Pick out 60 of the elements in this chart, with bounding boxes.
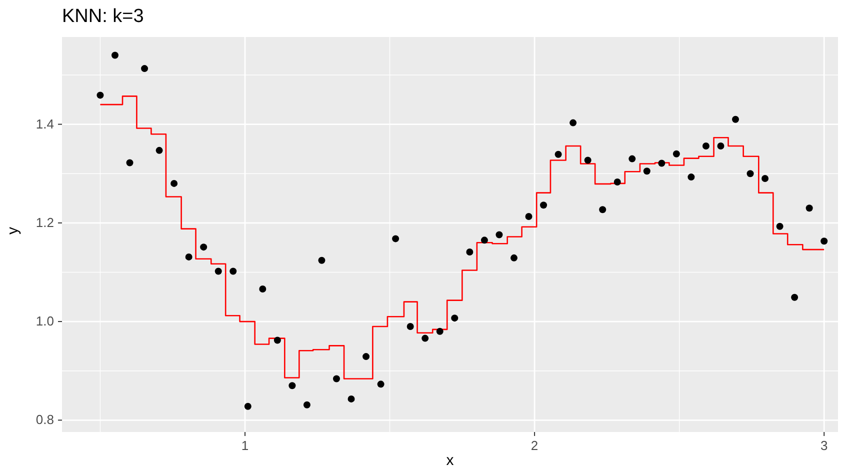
point xyxy=(746,170,754,178)
point xyxy=(776,222,784,230)
chart-title: KNN: k=3 xyxy=(62,6,144,28)
point xyxy=(303,401,310,408)
point xyxy=(214,268,222,275)
point xyxy=(230,268,237,275)
point xyxy=(141,65,148,72)
point xyxy=(672,150,680,158)
point xyxy=(480,236,488,244)
point xyxy=(96,92,104,99)
point xyxy=(688,174,695,181)
point xyxy=(348,395,355,402)
point xyxy=(259,285,266,292)
point xyxy=(702,142,710,150)
point xyxy=(436,328,444,335)
point xyxy=(288,382,296,390)
x-tick-label: 2 xyxy=(530,438,538,453)
point xyxy=(111,52,118,59)
point xyxy=(362,353,370,360)
point xyxy=(525,213,532,220)
point xyxy=(599,206,606,214)
x-axis-title: x xyxy=(446,452,454,468)
point xyxy=(406,322,414,330)
point xyxy=(332,375,340,382)
point xyxy=(628,155,636,162)
y-tick-label: 1.0 xyxy=(36,314,54,329)
point xyxy=(422,334,429,342)
y-tick-label: 1.2 xyxy=(36,214,54,230)
point xyxy=(658,160,666,167)
point xyxy=(554,150,562,158)
point xyxy=(584,156,592,164)
y-tick-label: 1.4 xyxy=(36,116,54,132)
point xyxy=(377,380,384,388)
point xyxy=(200,244,208,251)
point xyxy=(170,180,178,187)
y-axis-title: y xyxy=(4,226,22,234)
point xyxy=(732,116,739,123)
point xyxy=(570,119,577,126)
point xyxy=(614,178,621,186)
point xyxy=(466,248,474,256)
point xyxy=(126,159,134,166)
point xyxy=(451,314,458,322)
point xyxy=(318,256,326,264)
x-tick-label: 3 xyxy=(820,438,828,453)
point xyxy=(244,402,252,410)
point xyxy=(185,253,192,260)
point xyxy=(806,204,813,212)
point xyxy=(762,175,769,182)
point xyxy=(392,235,400,242)
point xyxy=(156,146,163,154)
point xyxy=(791,294,798,301)
point xyxy=(643,168,650,175)
point xyxy=(510,254,518,262)
y-tick-label: 0.8 xyxy=(36,412,54,428)
x-tick-label: 1 xyxy=(241,438,249,453)
point xyxy=(540,202,548,209)
point xyxy=(274,336,281,344)
point xyxy=(496,231,503,238)
point xyxy=(820,238,828,245)
point xyxy=(717,142,724,150)
